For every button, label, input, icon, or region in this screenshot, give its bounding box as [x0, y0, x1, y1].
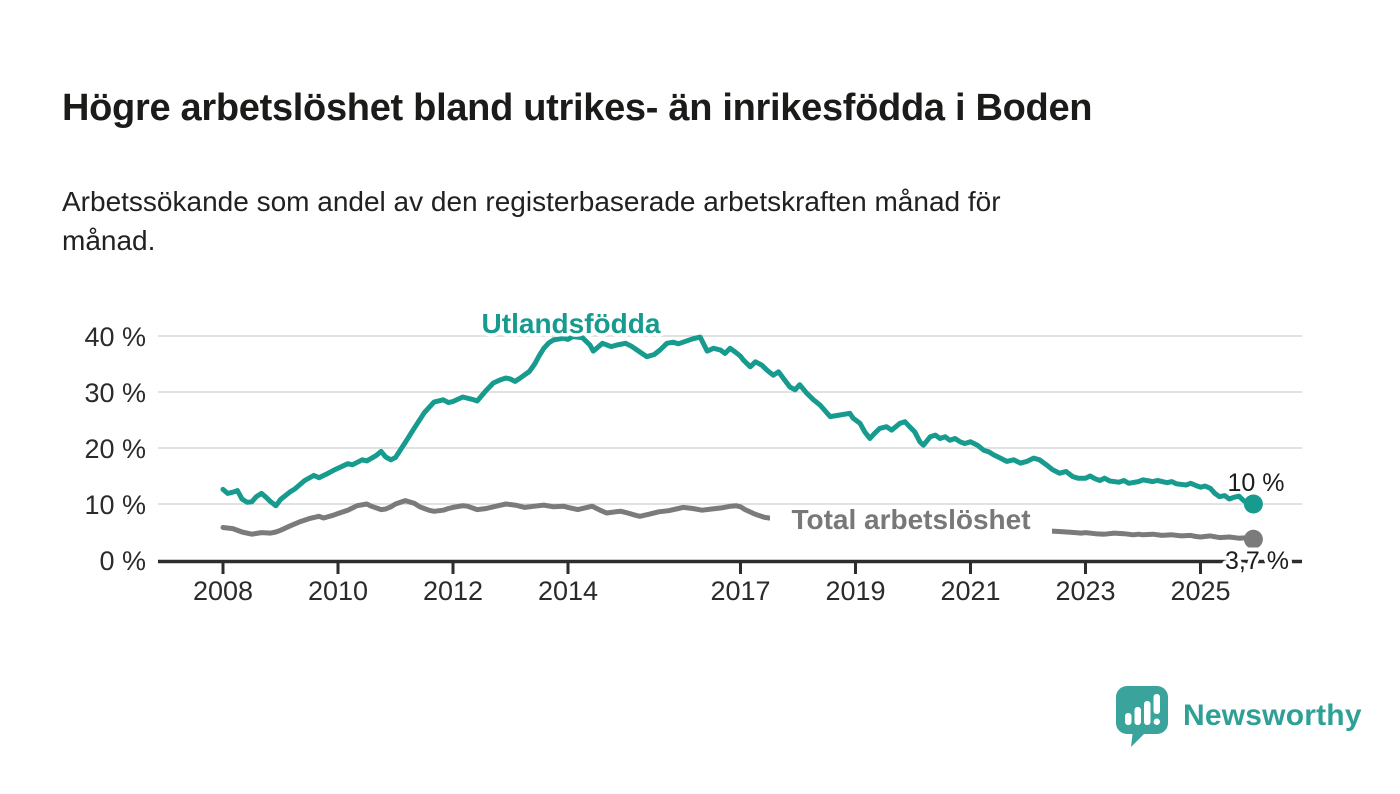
page-subtitle: Arbetssökande som andel av den registerb…	[62, 186, 1001, 256]
x-axis-label-2025: 2025	[1170, 576, 1230, 606]
y-axis-label-10: 10 %	[84, 490, 146, 520]
x-axis-label-2008: 2008	[193, 576, 253, 606]
series-label-underlay	[770, 506, 1052, 536]
y-axis-label-40: 40 %	[84, 322, 146, 352]
end-value-label-utlandsfodda: 10 %	[1228, 469, 1285, 497]
x-axis-label-2023: 2023	[1055, 576, 1115, 606]
x-axis-label-2017: 2017	[710, 576, 770, 606]
page-title: Högre arbetslöshet bland utrikes- än inr…	[62, 87, 1093, 130]
x-axis-label-2014: 2014	[538, 576, 598, 606]
end-value-label-total: 3,7 %	[1225, 547, 1289, 575]
y-axis-label-20: 20 %	[84, 434, 146, 464]
x-axis-label-2010: 2010	[308, 576, 368, 606]
x-axis-label-2021: 2021	[940, 576, 1000, 606]
end-dot-total	[1243, 529, 1263, 549]
series-label-total-arbetsloshet: Total arbetslöshet	[791, 504, 1030, 535]
bar-chart-speech-bubble-icon	[1116, 686, 1168, 747]
x-axis-label-2012: 2012	[423, 576, 483, 606]
y-axis-label-30: 30 %	[84, 378, 146, 408]
series-line-total-arbetsl-shet	[220, 498, 1256, 542]
x-axis-label-2019: 2019	[825, 576, 885, 606]
newsworthy-logo: Newsworthy	[1114, 684, 1362, 748]
series-label-utlandsfodda: Utlandsfödda	[482, 308, 661, 339]
series-line-utlandsf-dda	[220, 334, 1256, 509]
end-dot-utlandsfodda	[1243, 494, 1263, 514]
logo-text: Newsworthy	[1183, 699, 1362, 732]
y-axis-label-0: 0 %	[99, 546, 146, 576]
